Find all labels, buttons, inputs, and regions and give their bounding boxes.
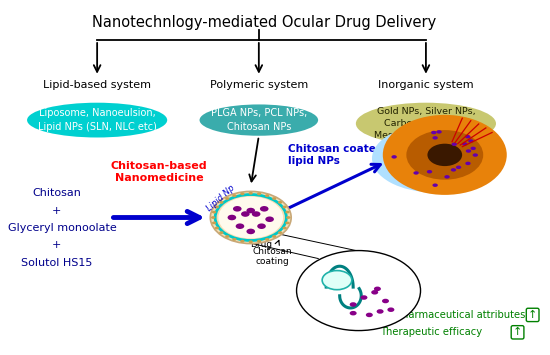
Circle shape [278, 231, 282, 234]
Circle shape [296, 251, 421, 331]
Circle shape [265, 238, 269, 241]
Circle shape [466, 149, 471, 153]
Text: Inorganic system: Inorganic system [378, 80, 474, 90]
Circle shape [211, 216, 215, 219]
Circle shape [257, 240, 261, 242]
Text: Polymeric system: Polymeric system [210, 80, 308, 90]
Circle shape [272, 197, 276, 200]
Text: Nanotechnlogy-mediated Ocular Drug Delivery: Nanotechnlogy-mediated Ocular Drug Deliv… [92, 15, 436, 30]
Text: Glyceryl monoolate: Glyceryl monoolate [8, 223, 117, 233]
Circle shape [366, 313, 373, 317]
Circle shape [265, 217, 274, 222]
Circle shape [219, 201, 223, 204]
Circle shape [286, 216, 290, 219]
Text: +: + [52, 206, 62, 215]
Circle shape [272, 235, 276, 238]
Circle shape [235, 223, 244, 229]
Circle shape [360, 295, 367, 300]
Circle shape [406, 130, 483, 180]
Text: Lipid-based system: Lipid-based system [43, 80, 151, 90]
Text: Drug: Drug [250, 226, 273, 249]
Ellipse shape [27, 103, 167, 137]
Circle shape [260, 206, 268, 212]
Circle shape [257, 192, 261, 195]
Circle shape [392, 155, 397, 159]
Circle shape [374, 286, 381, 291]
Circle shape [257, 223, 266, 229]
Text: Chitosan-based
Nanomedicine: Chitosan-based Nanomedicine [111, 161, 207, 184]
Circle shape [462, 142, 468, 146]
Circle shape [472, 153, 478, 157]
Text: Gold NPs, Silver NPs,
Carbon naotubes,
Mesoporous silica NPs: Gold NPs, Silver NPs, Carbon naotubes, M… [373, 107, 478, 140]
Circle shape [444, 175, 450, 179]
Circle shape [350, 302, 356, 307]
Circle shape [225, 235, 229, 238]
Circle shape [265, 194, 269, 197]
Text: Solutol HS15: Solutol HS15 [21, 258, 92, 268]
Circle shape [246, 229, 255, 234]
Circle shape [283, 206, 287, 208]
Circle shape [456, 165, 461, 169]
Text: Liposome, Nanoeulsion,
Lipid NPs (SLN, NLC etc): Liposome, Nanoeulsion, Lipid NPs (SLN, N… [38, 109, 157, 132]
Circle shape [382, 299, 389, 303]
Text: ↑: ↑ [513, 327, 522, 337]
Circle shape [387, 307, 394, 312]
Circle shape [214, 226, 219, 229]
Circle shape [228, 215, 236, 220]
Ellipse shape [372, 124, 496, 192]
Circle shape [219, 231, 223, 234]
Circle shape [233, 206, 241, 212]
Circle shape [241, 211, 250, 217]
Circle shape [432, 136, 438, 140]
Circle shape [278, 201, 282, 204]
Circle shape [246, 208, 255, 213]
Circle shape [470, 147, 476, 150]
Circle shape [452, 142, 457, 146]
Text: Lipid Np: Lipid Np [205, 184, 237, 213]
Circle shape [383, 115, 507, 195]
Text: Biopharmaceutical attributes: Biopharmaceutical attributes [380, 310, 525, 320]
Circle shape [414, 171, 419, 175]
Text: ↑: ↑ [528, 310, 537, 320]
Circle shape [431, 131, 437, 134]
Circle shape [350, 311, 356, 316]
Circle shape [468, 139, 474, 143]
Circle shape [285, 211, 289, 213]
Text: PLGA NPs, PCL NPs,
Chitosan NPs: PLGA NPs, PCL NPs, Chitosan NPs [211, 109, 307, 132]
Circle shape [432, 184, 438, 187]
Text: Therapeutic efficacy: Therapeutic efficacy [380, 327, 482, 337]
Circle shape [232, 194, 236, 197]
Circle shape [465, 135, 470, 138]
Circle shape [377, 309, 383, 314]
Circle shape [436, 130, 442, 133]
Circle shape [465, 162, 471, 165]
Circle shape [210, 191, 291, 244]
Circle shape [427, 170, 432, 174]
Circle shape [214, 206, 219, 208]
Circle shape [451, 168, 456, 171]
Circle shape [371, 290, 378, 295]
Circle shape [232, 238, 236, 241]
Circle shape [225, 197, 229, 200]
Text: Chitosan: Chitosan [32, 188, 81, 198]
Circle shape [240, 192, 245, 195]
Text: Chitosan
coating: Chitosan coating [252, 240, 292, 267]
Circle shape [249, 192, 253, 195]
Circle shape [252, 211, 261, 217]
Circle shape [218, 197, 283, 239]
Ellipse shape [200, 104, 318, 136]
Circle shape [240, 240, 245, 242]
Text: +: + [52, 240, 62, 250]
Circle shape [285, 222, 289, 224]
Circle shape [427, 144, 462, 166]
Text: Chitosan coated
lipid NPs: Chitosan coated lipid NPs [289, 144, 384, 166]
Circle shape [212, 222, 216, 224]
Circle shape [249, 240, 253, 243]
Circle shape [283, 226, 287, 229]
Circle shape [212, 211, 216, 213]
Ellipse shape [356, 103, 496, 144]
Ellipse shape [322, 271, 352, 290]
